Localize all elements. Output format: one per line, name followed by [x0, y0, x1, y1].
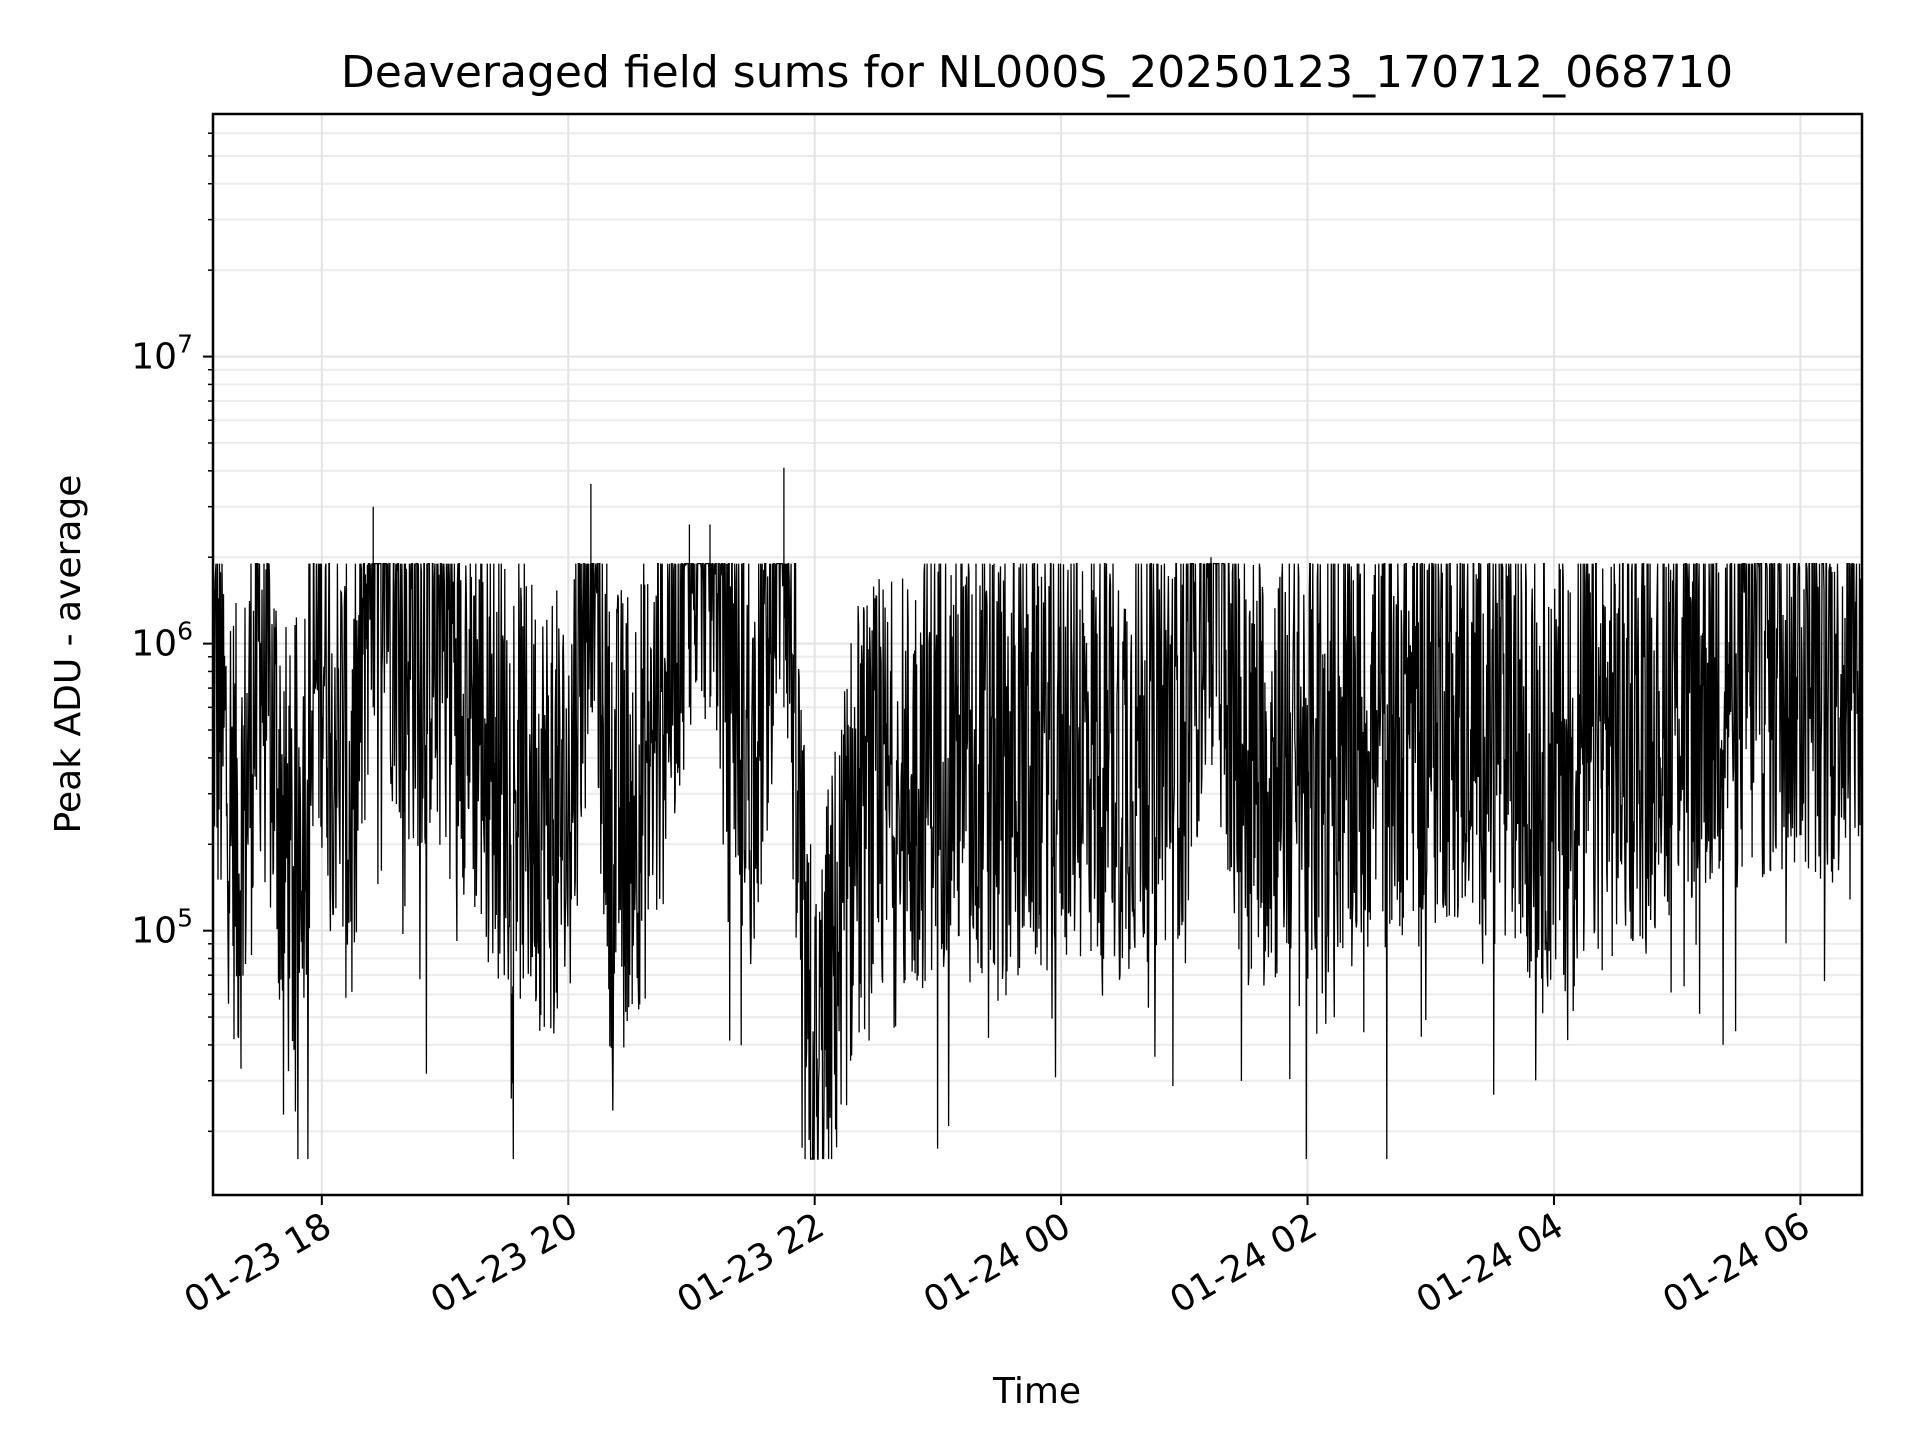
chart-title: Deaveraged field sums for NL000S_2025012… [341, 47, 1733, 98]
x-axis-label: Time [992, 1371, 1081, 1412]
y-axis-label: Peak ADU - average [48, 475, 89, 834]
y-tick-base: 10 [131, 624, 177, 665]
y-tick-exponent: 6 [177, 617, 193, 646]
series-line [212, 467, 1863, 1160]
y-tick-exponent: 7 [177, 330, 193, 359]
plot-frame [211, 112, 1864, 1197]
y-tick-exponent: 5 [177, 904, 193, 933]
y-tick-label: 106 [131, 617, 193, 665]
y-tick-label: 107 [131, 330, 193, 378]
y-tick-label: 105 [131, 904, 193, 952]
y-tick-base: 10 [131, 911, 177, 952]
y-tick-base: 10 [131, 337, 177, 378]
